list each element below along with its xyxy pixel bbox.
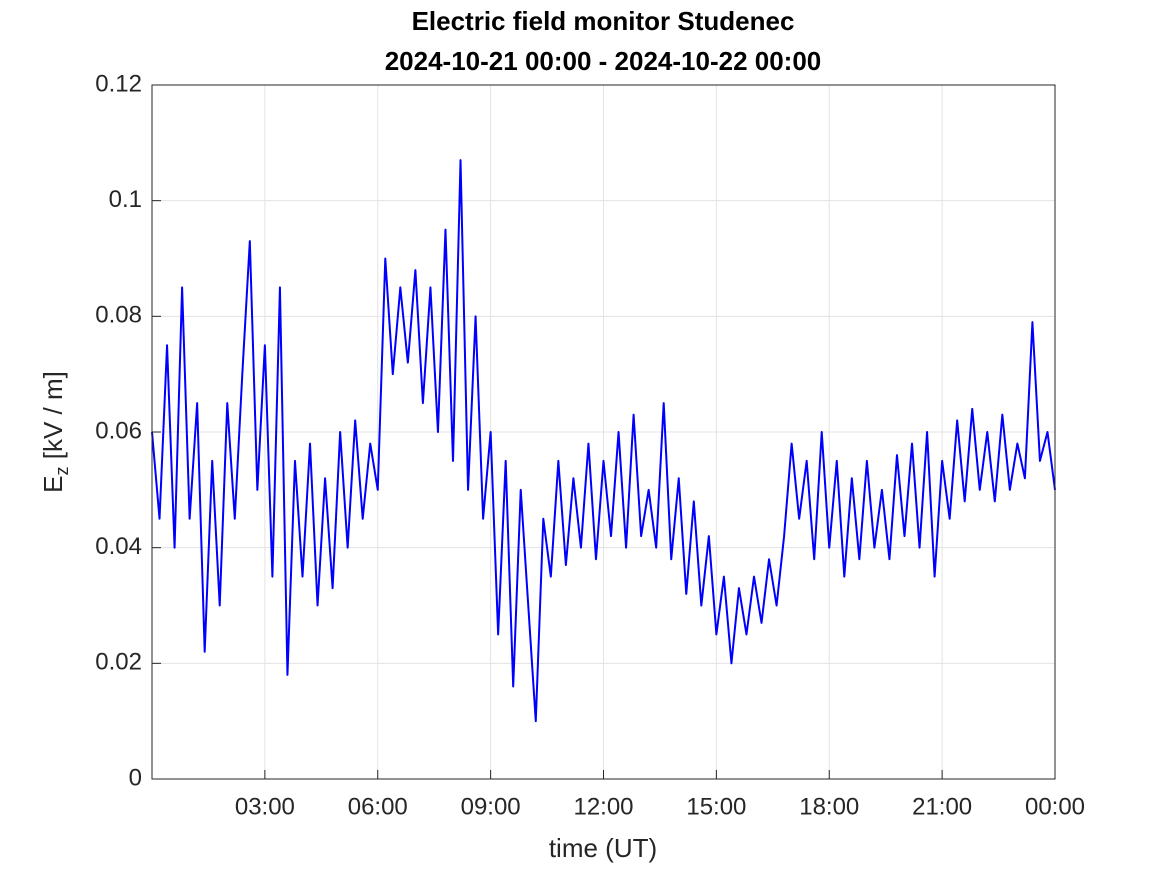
y-label-subscript: z <box>52 467 72 476</box>
y-tick-label: 0.06 <box>95 417 142 444</box>
x-tick-label: 12:00 <box>573 793 633 820</box>
y-label-unit: [kV / m] <box>38 371 68 466</box>
x-axis-label: time (UT) <box>549 833 657 863</box>
x-tick-label: 00:00 <box>1025 793 1085 820</box>
y-tick-label: 0 <box>129 764 142 791</box>
data-line <box>151 159 1056 723</box>
y-tick-label: 0.1 <box>109 186 142 213</box>
y-label-symbol: E <box>38 476 68 493</box>
chart-title: Electric field monitor Studenec <box>412 6 795 36</box>
x-tick-label: 03:00 <box>235 793 295 820</box>
chart-subtitle: 2024-10-21 00:00 - 2024-10-22 00:00 <box>385 46 822 76</box>
y-tick-label: 0.04 <box>95 533 142 560</box>
y-tick-label: 0.08 <box>95 302 142 329</box>
axes-box <box>151 84 1056 780</box>
x-tick-label: 18:00 <box>799 793 859 820</box>
x-tick-label: 06:00 <box>348 793 408 820</box>
y-axis-label: Ez [kV / m] <box>38 371 72 493</box>
x-tick-label: 15:00 <box>686 793 746 820</box>
x-tick-label: 21:00 <box>912 793 972 820</box>
y-tick-label: 0.12 <box>95 70 142 97</box>
y-tick-label: 0.02 <box>95 649 142 676</box>
x-tick-label: 09:00 <box>461 793 521 820</box>
